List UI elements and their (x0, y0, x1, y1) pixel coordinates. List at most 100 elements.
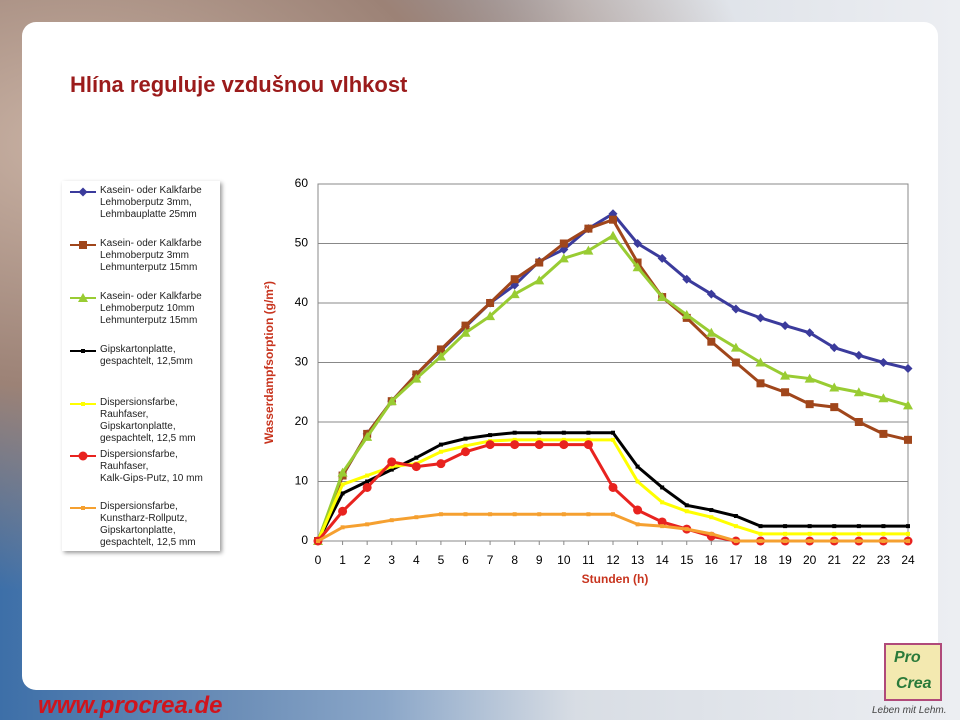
marker (807, 531, 812, 536)
marker (340, 525, 345, 530)
marker (608, 230, 618, 240)
marker (657, 292, 668, 302)
x-tick-label: 10 (557, 553, 571, 567)
marker (807, 524, 812, 529)
marker (362, 482, 372, 492)
marker (386, 396, 397, 406)
marker (805, 328, 815, 338)
marker (81, 506, 85, 510)
marker (632, 262, 643, 272)
y-tick-label: 20 (295, 414, 309, 428)
marker (436, 345, 445, 354)
marker (830, 403, 839, 412)
marker (633, 239, 643, 248)
y-tick-label: 50 (295, 236, 309, 250)
x-tick-label: 0 (315, 553, 322, 567)
marker (832, 531, 837, 536)
legend-swatch (70, 187, 96, 197)
marker (611, 512, 615, 517)
legend-label: Kasein- oder Kalkfarbe Lehmoberputz 10mm… (100, 291, 202, 326)
marker (780, 370, 791, 380)
marker (463, 512, 468, 517)
footer-url[interactable]: www.procrea.de (38, 692, 223, 719)
marker (78, 187, 88, 197)
marker (780, 321, 790, 331)
marker (537, 512, 542, 517)
marker (758, 524, 763, 529)
x-tick-label: 22 (852, 553, 866, 567)
slogan: Leben mit Lehm. (872, 705, 947, 716)
marker (436, 459, 446, 469)
marker (81, 349, 85, 353)
marker (512, 437, 517, 442)
x-tick-label: 4 (413, 553, 420, 567)
marker (731, 304, 741, 314)
marker (707, 337, 716, 346)
marker (805, 400, 814, 409)
legend-label: Dispersionsfarbe, Rauhfaser, Gipskartonp… (100, 397, 196, 444)
y-tick-label: 0 (301, 533, 308, 547)
marker (438, 449, 443, 454)
marker (783, 531, 788, 536)
marker (829, 382, 840, 392)
marker (878, 358, 888, 367)
x-tick-label: 21 (828, 553, 842, 567)
marker (635, 522, 640, 527)
legend-label: Gipskartonplatte, gespachtelt, 12,5mm (100, 344, 193, 367)
marker (681, 309, 692, 319)
marker (706, 289, 716, 299)
logo-bottom: Crea (896, 675, 932, 692)
x-axis-label: Stunden (h) (582, 572, 649, 586)
marker (660, 485, 665, 490)
marker (807, 539, 812, 543)
legend-swatch (70, 451, 96, 461)
marker (512, 512, 517, 517)
marker (81, 402, 85, 406)
marker (584, 224, 593, 233)
marker (362, 431, 373, 441)
marker (561, 437, 566, 442)
x-tick-label: 2 (364, 553, 371, 567)
marker (906, 539, 910, 543)
marker (730, 342, 741, 352)
marker (856, 531, 861, 536)
marker (660, 524, 665, 529)
y-tick-label: 60 (295, 176, 309, 190)
marker (733, 539, 738, 543)
marker (733, 524, 738, 529)
marker (488, 433, 493, 438)
x-tick-label: 19 (778, 553, 792, 567)
marker (365, 473, 370, 478)
marker (365, 522, 370, 527)
marker (684, 503, 689, 508)
series-line (316, 233, 909, 542)
marker (903, 400, 913, 410)
marker (660, 500, 665, 505)
x-tick-label: 15 (680, 553, 694, 567)
marker (731, 358, 740, 367)
marker (488, 512, 493, 517)
marker (783, 524, 788, 529)
marker (586, 437, 591, 442)
marker (856, 539, 861, 543)
marker (534, 275, 545, 285)
marker (635, 464, 640, 469)
marker (906, 524, 910, 529)
marker (509, 289, 520, 299)
marker (460, 327, 471, 337)
chart-title: Hlína reguluje vzdušnou vlhkost (70, 72, 408, 97)
series-line (316, 217, 909, 542)
marker (611, 437, 615, 442)
marker (854, 350, 864, 360)
marker (758, 531, 763, 536)
marker (537, 437, 542, 442)
x-tick-label: 8 (511, 553, 518, 567)
marker (853, 387, 864, 397)
marker (387, 457, 397, 467)
x-tick-label: 1 (339, 553, 346, 567)
marker (463, 443, 468, 448)
marker (485, 440, 495, 450)
marker (461, 321, 470, 330)
